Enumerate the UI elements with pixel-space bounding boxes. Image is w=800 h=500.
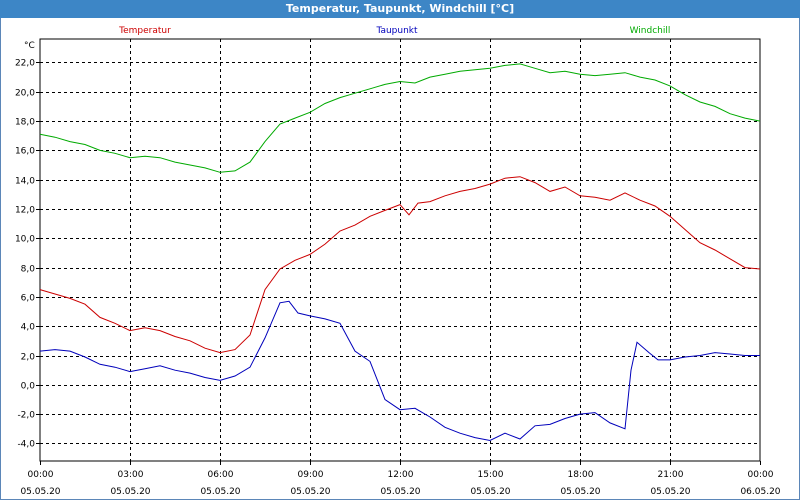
x-tick-label-time: 06:00 (208, 470, 234, 480)
y-tick-label: 12,0 (15, 206, 35, 216)
x-tick-label-time: 21:00 (658, 470, 684, 480)
y-tick-label: 8,0 (21, 265, 36, 275)
y-axis-label: °C (24, 41, 35, 51)
legend-windchill: Windchill (630, 26, 671, 36)
x-tick-label-time: 03:00 (118, 470, 144, 480)
x-tick-label-time: 12:00 (388, 470, 414, 480)
y-tick-label: 22,0 (15, 59, 35, 69)
x-tick-label-time: 09:00 (298, 470, 324, 480)
y-tick-label: 14,0 (15, 177, 35, 187)
legend-taupunkt: Taupunkt (375, 26, 418, 36)
series-line-temperatur (39, 176, 761, 354)
x-tick-label-date: 05.05.20 (290, 487, 330, 497)
y-tick-label: 2,0 (21, 353, 36, 363)
x-tick-label-time: 00:00 (28, 470, 54, 480)
x-tick-label-time: 18:00 (568, 470, 594, 480)
x-tick-label-date: 05.05.20 (650, 487, 690, 497)
y-tick-label: 0,0 (21, 382, 36, 392)
y-tick-label: 20,0 (15, 89, 35, 99)
series-line-windchill (39, 63, 761, 173)
x-tick-label-date: 05.05.20 (20, 487, 60, 497)
y-tick-label: 4,0 (21, 323, 36, 333)
x-tick-label-date: 05.05.20 (200, 487, 240, 497)
x-tick-label-date: 05.05.20 (110, 487, 150, 497)
x-tick-label-date: 05.05.20 (560, 487, 600, 497)
x-tick-label-time: 00:00 (748, 470, 774, 480)
x-tick-label-date: 05.05.20 (380, 487, 420, 497)
y-tick-label: 16,0 (15, 147, 35, 157)
x-tick-label-date: 06.05.20 (740, 487, 780, 497)
y-tick-label: 18,0 (15, 118, 35, 128)
y-tick-label: 6,0 (21, 294, 36, 304)
y-tick-label: 10,0 (15, 235, 35, 245)
series-line-taupunkt (39, 300, 760, 442)
x-tick-label-time: 15:00 (478, 470, 504, 480)
x-tick-label-date: 05.05.20 (470, 487, 510, 497)
y-tick-label: -4,0 (17, 440, 35, 450)
y-tick-label: -2,0 (17, 411, 35, 421)
window-title: Temperatur, Taupunkt, Windchill [°C] (0, 0, 800, 18)
legend-temperatur: Temperatur (118, 26, 171, 36)
